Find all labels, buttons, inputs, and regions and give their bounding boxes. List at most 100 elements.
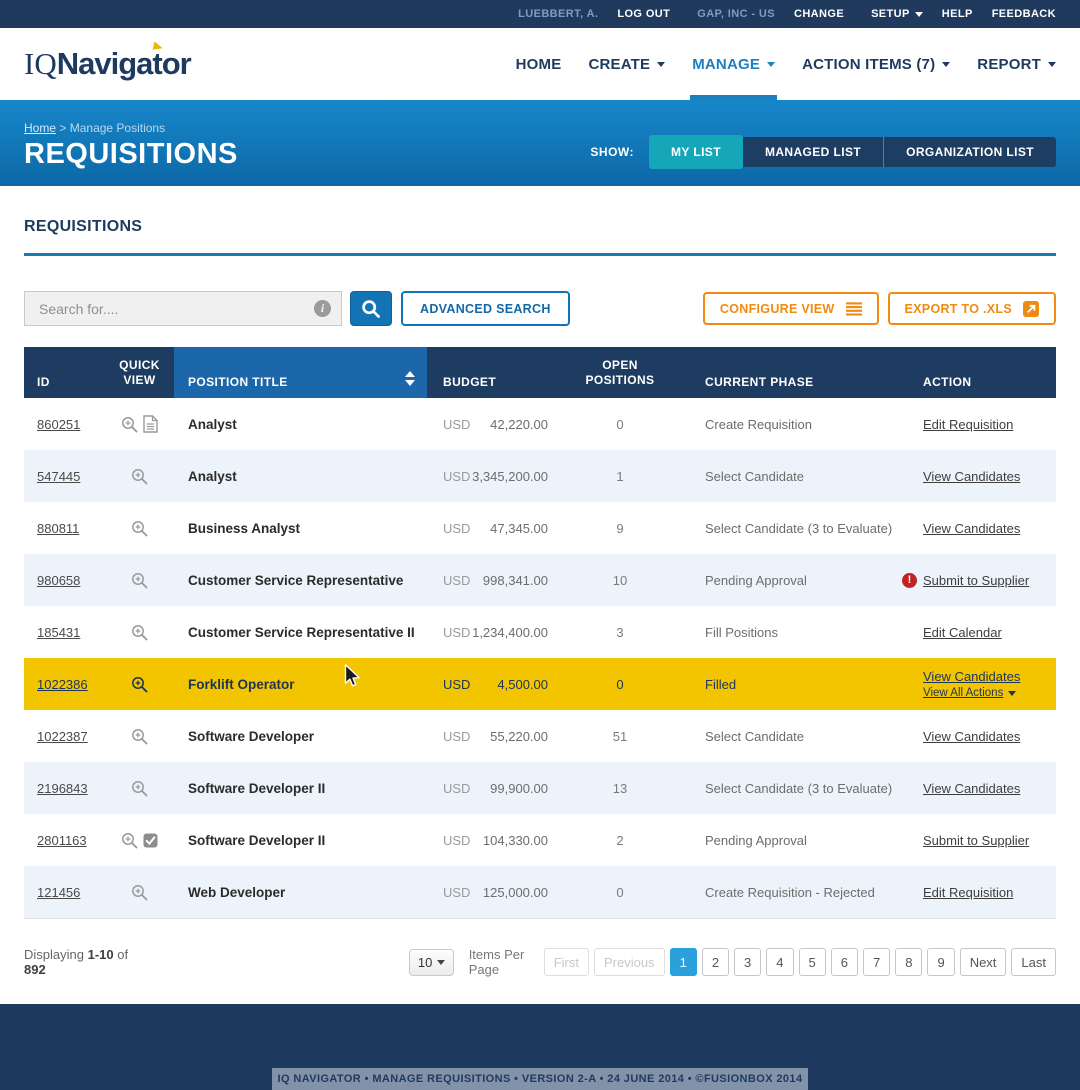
action-link[interactable]: Edit Calendar xyxy=(923,624,1002,640)
breadcrumb-home-link[interactable]: Home xyxy=(24,121,57,135)
change-org-link[interactable]: CHANGE xyxy=(793,8,845,20)
per-page-select[interactable]: 10 xyxy=(408,948,454,976)
action-link[interactable]: Submit to Supplier xyxy=(923,832,1030,848)
search-input[interactable] xyxy=(39,300,314,317)
next-page-button[interactable]: Next xyxy=(959,948,1007,976)
table-row: 980658 Customer Service Representative U… xyxy=(24,554,1056,606)
log-out-link[interactable]: LOG OUT xyxy=(617,8,671,20)
zoom-in-icon[interactable] xyxy=(131,884,148,901)
requisition-id-link[interactable]: 1022386 xyxy=(37,676,88,692)
nav-create[interactable]: CREATE xyxy=(588,28,666,100)
requisition-id-link[interactable]: 2196843 xyxy=(37,780,88,796)
currency-label: USD xyxy=(443,572,471,588)
requisition-id-link[interactable]: 2801163 xyxy=(37,832,87,848)
cell-action: Edit Requisition xyxy=(900,417,1056,432)
cell-position-title: Analyst xyxy=(188,416,237,432)
page-button-1[interactable]: 1 xyxy=(669,948,697,976)
page-button-5[interactable]: 5 xyxy=(798,948,826,976)
nav-action-items[interactable]: ACTION ITEMS (7) xyxy=(802,28,951,100)
iqnavigator-logo[interactable]: IQNavigator xyxy=(24,46,192,82)
action-link[interactable]: Submit to Supplier xyxy=(923,572,1030,588)
cell-budget: USD 1,234,400.00 xyxy=(427,625,560,640)
document-icon[interactable] xyxy=(143,415,158,433)
action-link[interactable]: Edit Requisition xyxy=(923,884,1014,900)
cell-quick-view xyxy=(105,468,174,485)
page-button-9[interactable]: 9 xyxy=(927,948,955,976)
search-icon xyxy=(361,299,381,319)
caret-down-icon xyxy=(1008,690,1017,696)
action-link[interactable]: View Candidates xyxy=(923,728,1021,744)
action-link[interactable]: View Candidates xyxy=(923,520,1021,536)
zoom-in-icon[interactable] xyxy=(131,780,148,797)
zoom-in-icon[interactable] xyxy=(121,416,138,433)
budget-amount: 998,341.00 xyxy=(482,572,548,588)
first-page-button[interactable]: First xyxy=(543,948,589,976)
action-link[interactable]: View Candidates xyxy=(923,468,1021,484)
header-position-title[interactable]: POSITION TITLE xyxy=(174,347,427,398)
cell-open-positions: 0 xyxy=(616,676,624,692)
header-action: ACTION xyxy=(923,375,972,389)
pagination-bar: Displaying 1-10 of 892 10 Items Per Page… xyxy=(24,947,1056,977)
export-xls-button[interactable]: EXPORT TO .XLS xyxy=(887,292,1056,325)
search-button[interactable] xyxy=(350,291,392,326)
page-button-2[interactable]: 2 xyxy=(701,948,730,976)
budget-amount: 99,900.00 xyxy=(490,780,548,796)
action-link[interactable]: View Candidates xyxy=(923,669,1021,684)
sort-icon[interactable] xyxy=(405,371,415,386)
requisition-id-link[interactable]: 1022387 xyxy=(37,728,88,744)
info-icon[interactable]: i xyxy=(314,300,331,317)
action-link[interactable]: View Candidates xyxy=(923,780,1021,796)
per-page-label: Items Per Page xyxy=(468,947,525,977)
cell-id: 1022387 xyxy=(24,729,105,744)
nav-manage[interactable]: MANAGE xyxy=(690,28,777,100)
cell-position-title: Customer Service Representative xyxy=(188,572,404,588)
footer-text: IQ NAVIGATOR • MANAGE REQUISITIONS • VER… xyxy=(277,1073,803,1085)
zoom-in-icon[interactable] xyxy=(131,468,148,485)
cell-id: 860251 xyxy=(24,417,105,432)
advanced-search-button[interactable]: ADVANCED SEARCH xyxy=(401,291,570,326)
cell-position-title: Forklift Operator xyxy=(188,676,295,692)
nav-home[interactable]: HOME xyxy=(516,28,562,100)
tab-managed-list[interactable]: MANAGED LIST xyxy=(742,137,884,167)
currency-label: USD xyxy=(443,728,471,744)
cell-quick-view xyxy=(105,572,174,589)
action-link[interactable]: Edit Requisition xyxy=(923,416,1014,432)
requisition-id-link[interactable]: 880811 xyxy=(37,520,80,536)
requisition-id-link[interactable]: 980658 xyxy=(37,572,81,588)
zoom-in-icon[interactable] xyxy=(131,520,148,537)
table-row: 547445 Analyst USD 3,345,200.00 1 Select … xyxy=(24,450,1056,502)
logo-navigator: Naviga xyxy=(56,46,154,81)
last-page-button[interactable]: Last xyxy=(1011,948,1056,976)
configure-view-label: CONFIGURE VIEW xyxy=(719,301,835,316)
cell-open-positions: 1 xyxy=(616,468,624,484)
page-button-4[interactable]: 4 xyxy=(766,948,794,976)
cell-id: 880811 xyxy=(24,521,105,536)
tab-my-list[interactable]: MY LIST xyxy=(649,135,743,169)
cell-budget: USD 4,500.00 xyxy=(427,677,560,692)
setup-menu[interactable]: SETUP xyxy=(871,8,923,20)
tab-organization-list[interactable]: ORGANIZATION LIST xyxy=(883,137,1056,167)
cell-position-title: Business Analyst xyxy=(188,520,301,536)
requisition-id-link[interactable]: 121456 xyxy=(37,884,81,900)
requisition-id-link[interactable]: 860251 xyxy=(37,416,81,432)
page-button-3[interactable]: 3 xyxy=(734,948,762,976)
configure-view-button[interactable]: CONFIGURE VIEW xyxy=(702,292,879,325)
zoom-in-icon[interactable] xyxy=(131,676,148,693)
requisition-id-link[interactable]: 185431 xyxy=(37,624,81,640)
checkbox-checked-icon[interactable] xyxy=(143,833,158,848)
logo-t-accent: t xyxy=(152,46,162,81)
previous-page-button[interactable]: Previous xyxy=(594,948,665,976)
zoom-in-icon[interactable] xyxy=(131,728,148,745)
page-button-8[interactable]: 8 xyxy=(895,948,923,976)
page-button-7[interactable]: 7 xyxy=(862,948,891,976)
help-link[interactable]: HELP xyxy=(941,8,973,20)
zoom-in-icon[interactable] xyxy=(121,832,138,849)
feedback-link[interactable]: FEEDBACK xyxy=(991,8,1056,20)
view-all-actions-link[interactable]: View All Actions xyxy=(923,687,1004,699)
currency-label: USD xyxy=(443,624,471,640)
zoom-in-icon[interactable] xyxy=(131,624,148,641)
requisition-id-link[interactable]: 547445 xyxy=(37,468,81,484)
zoom-in-icon[interactable] xyxy=(131,572,148,589)
page-button-6[interactable]: 6 xyxy=(830,948,858,976)
nav-report[interactable]: REPORT xyxy=(977,28,1056,100)
